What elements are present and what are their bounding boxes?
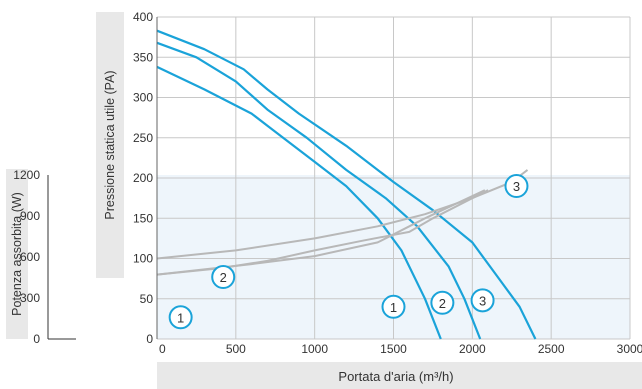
primary-axis-label-band xyxy=(96,12,124,278)
y-tick-label: 150 xyxy=(133,211,153,225)
y-tick-label: 50 xyxy=(140,292,154,306)
y-axis: 0 50 100 150 200 250 300 350 400 xyxy=(133,10,158,346)
pressure-marker-label-3: 3 xyxy=(479,293,486,308)
power-marker-2 xyxy=(211,265,236,290)
y-tick-label: 0 xyxy=(146,332,153,346)
series-markers: 1 2 3 1 2 3 xyxy=(168,174,529,330)
x-tick-label: 1000 xyxy=(301,342,328,356)
x-tick-label: 500 xyxy=(226,342,246,356)
y2-tick-label: 900 xyxy=(20,209,40,223)
x-axis-label-band xyxy=(157,362,642,389)
y-tick-label: 100 xyxy=(133,252,153,266)
pressure-curve-3 xyxy=(156,29,537,340)
power-marker-label-3: 3 xyxy=(513,179,520,194)
pressure-curves xyxy=(156,29,537,340)
x-tick-label: 0 xyxy=(159,342,166,356)
x-tick-label: 2000 xyxy=(459,342,486,356)
x-axis: 0 500 1000 1500 2000 2500 3000 xyxy=(159,342,642,356)
x-axis-title: Portata d'aria (m³/h) xyxy=(338,369,453,384)
pressure-marker-label-1: 1 xyxy=(390,300,397,315)
y2-tick-label: 1200 xyxy=(13,168,40,182)
x-tick-label: 2500 xyxy=(538,342,565,356)
power-marker-3 xyxy=(504,174,529,199)
y-tick-label: 300 xyxy=(133,91,153,105)
secondary-axis-label-band xyxy=(6,169,28,339)
y-tick-label: 250 xyxy=(133,131,153,145)
pressure-marker-label-2: 2 xyxy=(439,296,446,311)
power-marker-1 xyxy=(168,305,193,330)
y2-tick-label: 300 xyxy=(20,291,40,305)
pressure-curve-2 xyxy=(156,41,482,340)
primary-axis-title: Pressione statica utile (PA) xyxy=(103,70,117,219)
y-tick-label: 200 xyxy=(133,171,153,185)
pressure-curve-1 xyxy=(156,65,442,340)
y2-tick-label: 600 xyxy=(20,250,40,264)
secondary-axis-title: Potenza assorbita (W) xyxy=(10,192,24,316)
power-marker-label-1: 1 xyxy=(177,310,184,325)
power-marker-label-2: 2 xyxy=(220,270,227,285)
pressure-marker-3 xyxy=(470,288,495,313)
y-tick-label: 350 xyxy=(133,50,153,64)
x-tick-label: 3000 xyxy=(617,342,642,356)
secondary-y-axis: 0 300 600 900 1200 xyxy=(13,168,76,346)
y2-tick-label: 0 xyxy=(33,332,40,346)
y-tick-label: 400 xyxy=(133,10,153,24)
pressure-marker-1 xyxy=(381,294,406,319)
x-tick-label: 1500 xyxy=(380,342,407,356)
pressure-marker-2 xyxy=(430,290,455,315)
